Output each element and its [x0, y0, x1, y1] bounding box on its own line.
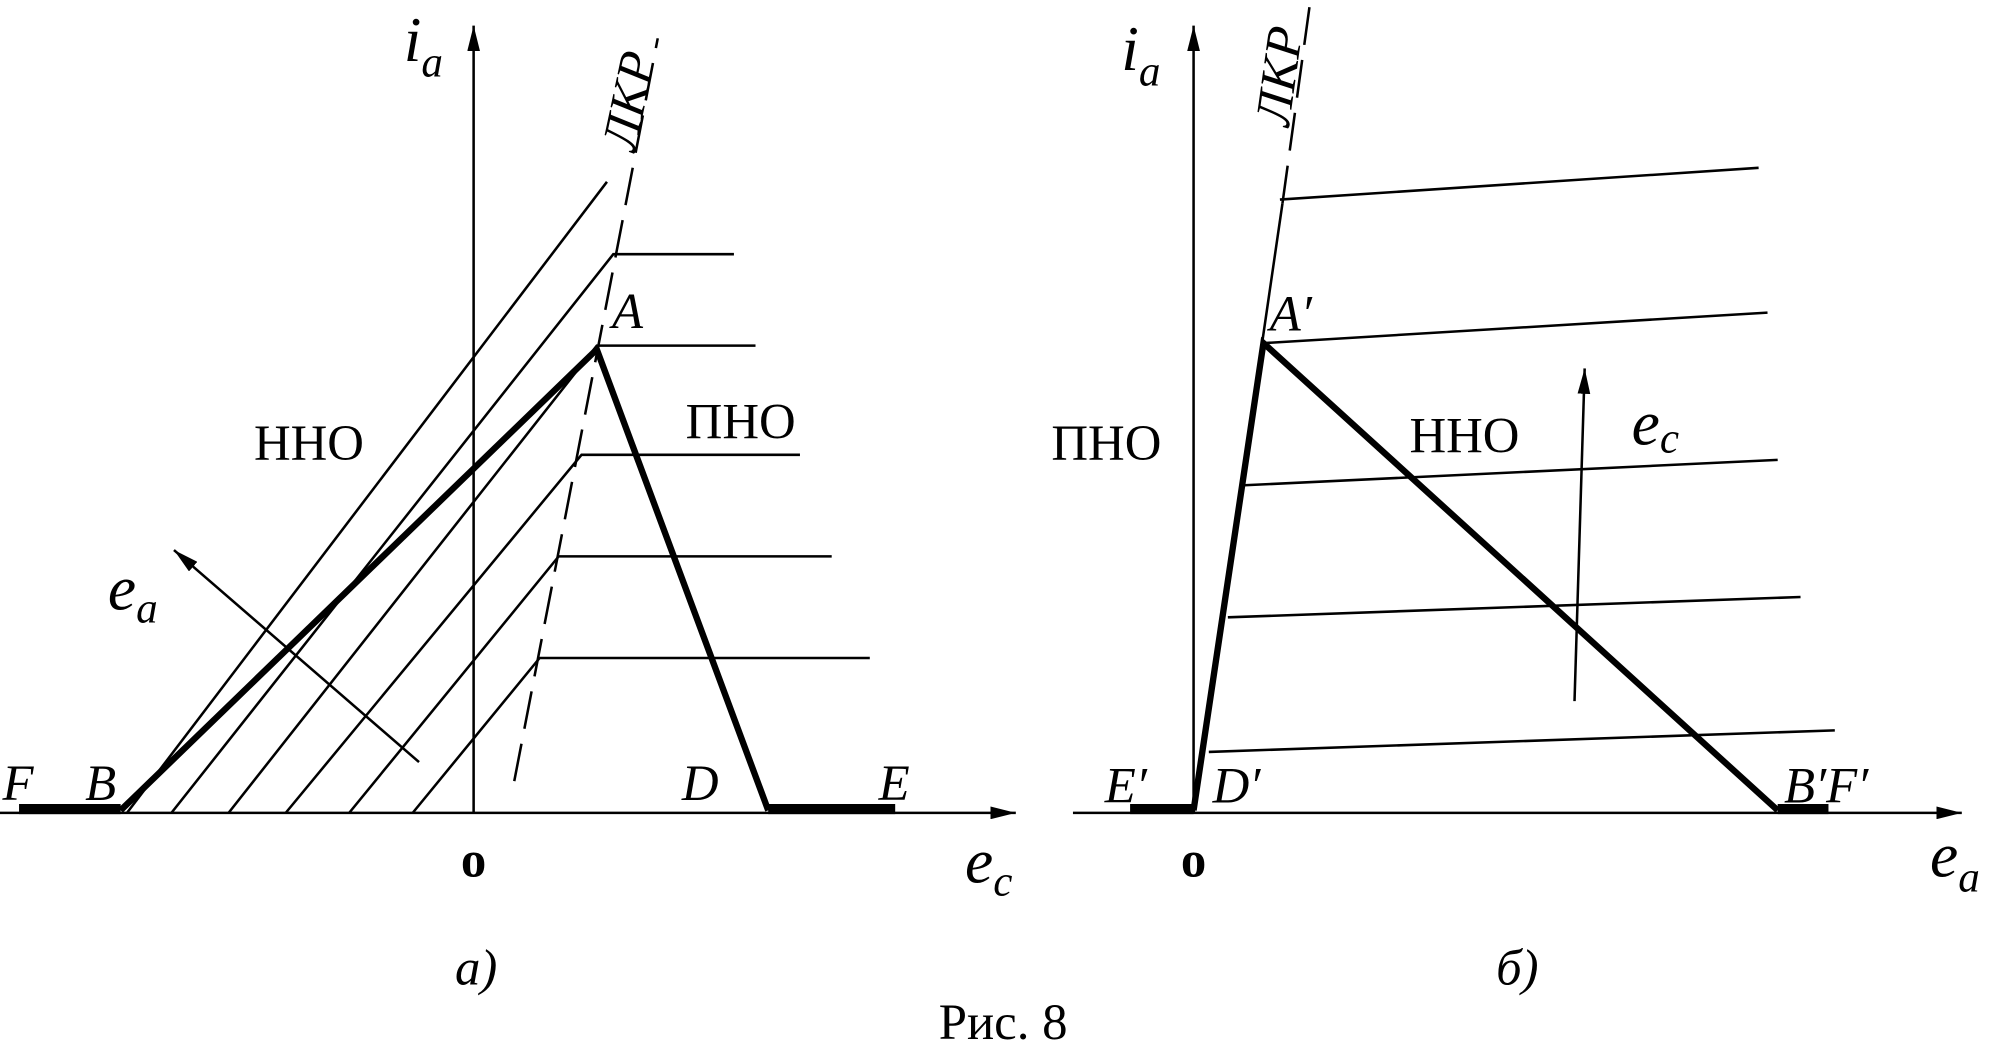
critical-line — [513, 38, 659, 782]
y-axis-label: ia — [1121, 13, 1160, 95]
load-path — [1190, 336, 1780, 813]
point-label: A — [609, 283, 644, 339]
panel-a: ia ec o ЛКР ННО ПНО F B A D E ea а) — [0, 4, 1016, 995]
point-label: A′ — [1267, 285, 1313, 341]
x-axis-label: ea — [1930, 819, 1980, 901]
x-axis-label: ec — [965, 826, 1012, 906]
load-path — [118, 343, 772, 813]
curve-label: ЛКР — [1244, 23, 1314, 131]
arrow — [173, 549, 420, 764]
point-label: D′ — [1212, 758, 1262, 814]
panel-label: б) — [1496, 939, 1538, 995]
region-label: ННО — [254, 415, 364, 471]
y-axis-label: ia — [404, 4, 443, 86]
point-label: D — [681, 755, 719, 811]
critical-line-dashed — [1281, 0, 1312, 204]
characteristics — [1208, 166, 1835, 754]
characteristics — [125, 181, 870, 814]
region-label: ПНО — [1051, 415, 1161, 471]
curve-label: ЛКР — [590, 46, 666, 157]
arrow-label: ea — [108, 553, 158, 633]
panel-label: а) — [455, 939, 497, 995]
origin: o — [1181, 831, 1206, 887]
point-label: F — [2, 755, 35, 811]
caption: Рис. 8 — [939, 994, 1068, 1048]
point-label: E — [878, 755, 910, 811]
point-label: E′ — [1104, 758, 1148, 814]
region-label: ННО — [1409, 407, 1519, 463]
point-label: B′F′ — [1784, 758, 1869, 814]
origin: o — [461, 831, 486, 887]
panel-b: ia ea o ЛКР ПНО ННО E′ D′ A′ B′F′ ec б) — [1051, 0, 1980, 995]
arrow — [1573, 368, 1591, 702]
arrow-label: ec — [1632, 388, 1679, 463]
region-label: ПНО — [686, 393, 796, 449]
point-label: B — [85, 755, 116, 811]
